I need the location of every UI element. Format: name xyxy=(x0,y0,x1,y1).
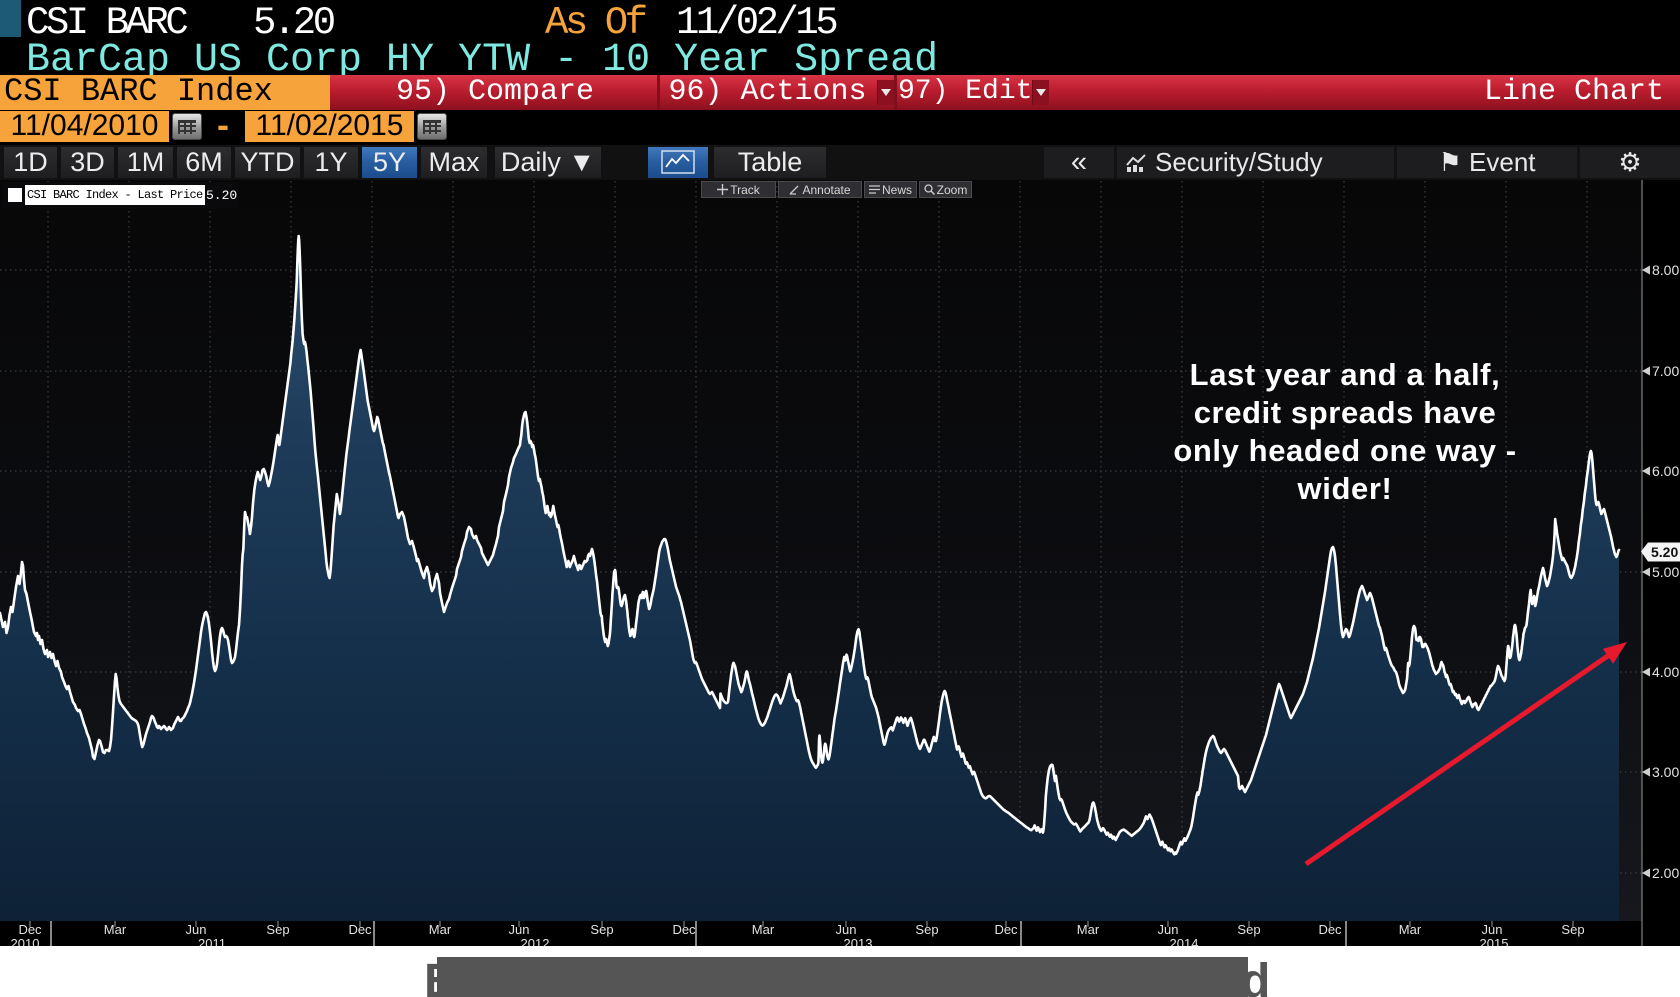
svg-text:Jun: Jun xyxy=(836,922,857,937)
svg-text:Dec: Dec xyxy=(348,922,372,937)
svg-text:Sep: Sep xyxy=(1237,922,1260,937)
svg-text:Dec: Dec xyxy=(18,922,42,937)
svg-text:8.00: 8.00 xyxy=(1652,262,1679,278)
svg-text:Dec: Dec xyxy=(1318,922,1342,937)
svg-text:2.00: 2.00 xyxy=(1652,865,1679,881)
svg-text:Sep: Sep xyxy=(266,922,289,937)
svg-text:7.00: 7.00 xyxy=(1652,363,1679,379)
svg-text:Dec: Dec xyxy=(672,922,696,937)
svg-text:Jun: Jun xyxy=(1482,922,1503,937)
svg-text:5.00: 5.00 xyxy=(1652,564,1679,580)
svg-text:Sep: Sep xyxy=(1561,922,1584,937)
svg-text:Mar: Mar xyxy=(1399,922,1422,937)
svg-text:Sep: Sep xyxy=(590,922,613,937)
svg-text:5.20: 5.20 xyxy=(1651,544,1678,560)
svg-text:3.00: 3.00 xyxy=(1652,764,1679,780)
svg-text:Sep: Sep xyxy=(915,922,938,937)
svg-text:Mar: Mar xyxy=(752,922,775,937)
svg-text:6.00: 6.00 xyxy=(1652,463,1679,479)
svg-text:Jun: Jun xyxy=(186,922,207,937)
svg-text:Mar: Mar xyxy=(104,922,127,937)
svg-text:Jun: Jun xyxy=(1158,922,1179,937)
svg-text:4.00: 4.00 xyxy=(1652,664,1679,680)
svg-text:Dec: Dec xyxy=(994,922,1018,937)
svg-text:Jun: Jun xyxy=(509,922,530,937)
svg-text:Mar: Mar xyxy=(1077,922,1100,937)
svg-text:Mar: Mar xyxy=(429,922,452,937)
